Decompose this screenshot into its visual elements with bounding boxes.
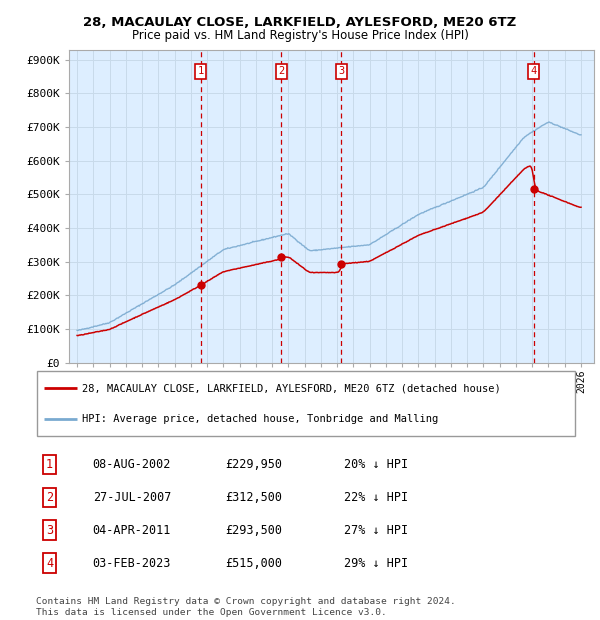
Text: £293,500: £293,500 <box>225 524 282 537</box>
Text: HPI: Average price, detached house, Tonbridge and Malling: HPI: Average price, detached house, Tonb… <box>82 414 438 424</box>
Text: 4: 4 <box>46 557 53 570</box>
Text: 2: 2 <box>278 66 284 76</box>
Text: 3: 3 <box>338 66 344 76</box>
Text: 03-FEB-2023: 03-FEB-2023 <box>92 557 171 570</box>
Text: 04-APR-2011: 04-APR-2011 <box>92 524 171 537</box>
Text: £312,500: £312,500 <box>225 491 282 504</box>
Text: 08-AUG-2002: 08-AUG-2002 <box>92 458 171 471</box>
Text: 29% ↓ HPI: 29% ↓ HPI <box>344 557 408 570</box>
Text: 3: 3 <box>46 524 53 537</box>
Text: 4: 4 <box>530 66 536 76</box>
Text: £515,000: £515,000 <box>225 557 282 570</box>
FancyBboxPatch shape <box>37 371 575 436</box>
Text: 28, MACAULAY CLOSE, LARKFIELD, AYLESFORD, ME20 6TZ: 28, MACAULAY CLOSE, LARKFIELD, AYLESFORD… <box>83 17 517 29</box>
Text: Contains HM Land Registry data © Crown copyright and database right 2024.
This d: Contains HM Land Registry data © Crown c… <box>36 598 456 617</box>
Text: 27% ↓ HPI: 27% ↓ HPI <box>344 524 408 537</box>
Text: 28, MACAULAY CLOSE, LARKFIELD, AYLESFORD, ME20 6TZ (detached house): 28, MACAULAY CLOSE, LARKFIELD, AYLESFORD… <box>82 383 500 393</box>
Text: £229,950: £229,950 <box>225 458 282 471</box>
Text: 2: 2 <box>46 491 53 504</box>
Text: 20% ↓ HPI: 20% ↓ HPI <box>344 458 408 471</box>
Text: Price paid vs. HM Land Registry's House Price Index (HPI): Price paid vs. HM Land Registry's House … <box>131 30 469 42</box>
Text: 1: 1 <box>46 458 53 471</box>
Text: 27-JUL-2007: 27-JUL-2007 <box>92 491 171 504</box>
Text: 22% ↓ HPI: 22% ↓ HPI <box>344 491 408 504</box>
Text: 1: 1 <box>197 66 204 76</box>
